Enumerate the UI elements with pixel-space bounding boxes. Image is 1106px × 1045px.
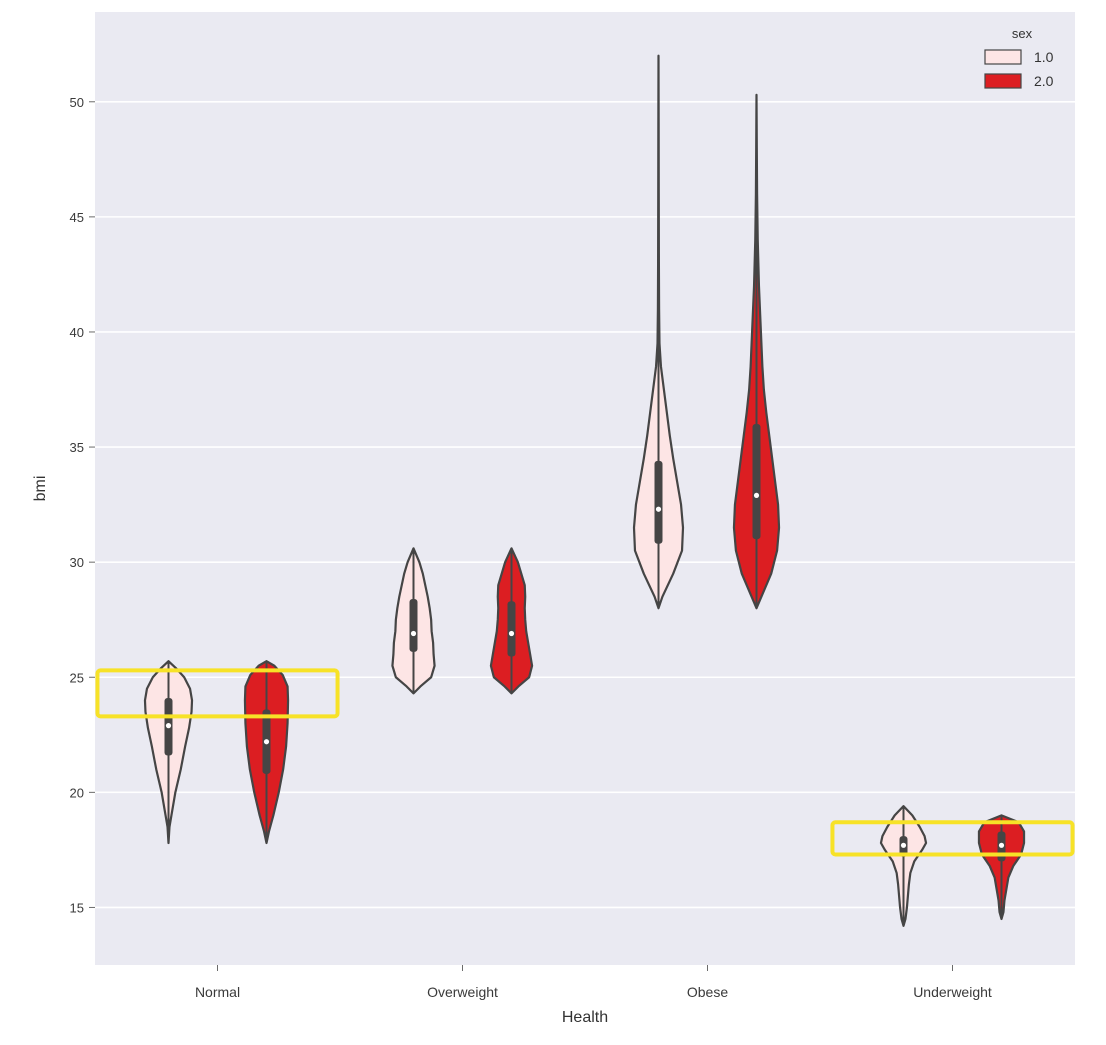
y-tick-label: 35	[70, 440, 84, 455]
y-tick-label: 20	[70, 785, 84, 800]
legend-title: sex	[1012, 26, 1033, 41]
violin-iqr-box	[507, 601, 516, 657]
violin-obese-sex-1-0	[632, 54, 685, 610]
y-tick-label: 40	[70, 325, 84, 340]
violin-median	[508, 630, 515, 637]
violin-underweight-sex-2-0	[977, 814, 1026, 921]
violin-iqr-box	[409, 598, 418, 652]
y-tick-label: 30	[70, 555, 84, 570]
legend-items: 1.0 2.0	[984, 49, 1054, 89]
x-tick-label-overweight: Overweight	[427, 984, 498, 1000]
violin-normal-sex-1-0	[143, 660, 194, 845]
y-tick-label: 50	[70, 95, 84, 110]
violin-iqr-box	[752, 424, 761, 540]
legend-swatch	[984, 73, 1022, 89]
violin-median	[753, 492, 760, 499]
x-tick-label-normal: Normal	[195, 984, 240, 1000]
legend-label: 2.0	[1034, 73, 1054, 89]
violin-median	[900, 842, 907, 848]
violin-obese-sex-2-0	[732, 93, 781, 610]
violin-median	[655, 506, 662, 512]
legend-swatch	[984, 49, 1022, 65]
y-tick-label: 15	[70, 900, 84, 915]
violin-overweight-sex-1-0	[391, 547, 436, 695]
violin-normal-sex-2-0	[243, 660, 290, 845]
violin-overweight-sex-2-0	[489, 547, 534, 695]
y-axis-label: bmi	[32, 476, 49, 502]
violin-median	[410, 630, 417, 637]
x-axis-label: Health	[562, 1009, 608, 1026]
legend: sex 1.0 2.0	[984, 26, 1054, 89]
highlight-box-2	[830, 820, 1075, 857]
legend-item-1-0: 1.0	[984, 49, 1054, 65]
x-tick-label-obese: Obese	[687, 984, 728, 1000]
legend-label: 1.0	[1034, 49, 1054, 65]
annotations	[95, 668, 1075, 857]
highlight-box-1	[95, 668, 340, 719]
y-tick-label: 45	[70, 210, 84, 225]
violin-median	[165, 722, 172, 729]
violin-iqr-box	[654, 460, 663, 544]
axes: 15 20 25 30 35 40 45 50 Normal Overweight Obese Und…	[70, 95, 992, 1000]
violin-underweight-sex-1-0	[879, 805, 928, 927]
y-tick-label: 25	[70, 670, 84, 685]
x-tick-label-underweight: Underweight	[913, 984, 992, 1000]
violin-median	[263, 739, 270, 745]
legend-item-2-0: 2.0	[984, 73, 1054, 89]
violin-median	[998, 842, 1005, 848]
violins	[143, 54, 1026, 927]
